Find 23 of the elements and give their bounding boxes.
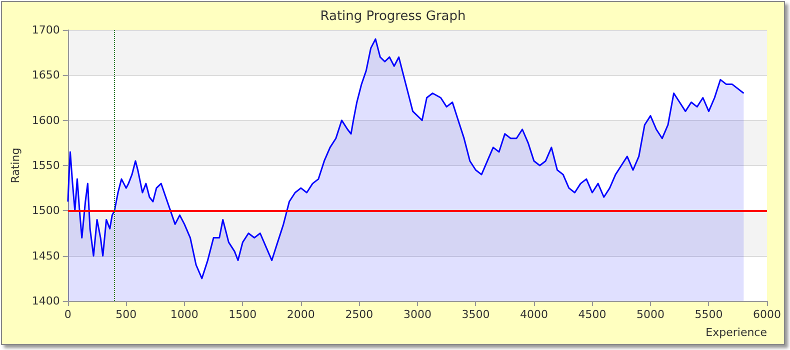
- y-tick-label: 1400: [32, 294, 60, 308]
- y-tick-label: 1550: [32, 159, 60, 172]
- x-tick-label: 0: [64, 308, 72, 321]
- chart-title: Rating Progress Graph: [320, 9, 466, 24]
- x-tick-label: 1500: [228, 308, 257, 321]
- x-tick-label: 3500: [462, 308, 490, 321]
- x-tick-label: 1000: [170, 308, 198, 321]
- y-tick-label: 1650: [32, 68, 60, 82]
- x-tick-label: 4500: [578, 308, 606, 321]
- x-tick-label: 5000: [636, 308, 664, 321]
- x-tick-label: 5500: [694, 308, 723, 321]
- y-axis-title: Rating: [9, 148, 22, 184]
- x-tick-label: 6000: [753, 308, 782, 321]
- y-tick-label: 1500: [32, 204, 60, 218]
- x-tick-label: 3000: [403, 308, 432, 321]
- x-tick-label: 2000: [286, 308, 315, 321]
- x-tick-label: 4000: [520, 308, 548, 321]
- y-tick-label: 1450: [32, 249, 60, 262]
- y-tick-label: 1600: [32, 114, 60, 127]
- x-axis-title: Experience: [706, 326, 768, 339]
- x-tick-label: 500: [116, 308, 137, 321]
- y-tick-label: 1700: [32, 24, 60, 36]
- x-tick-label: 2500: [345, 308, 374, 321]
